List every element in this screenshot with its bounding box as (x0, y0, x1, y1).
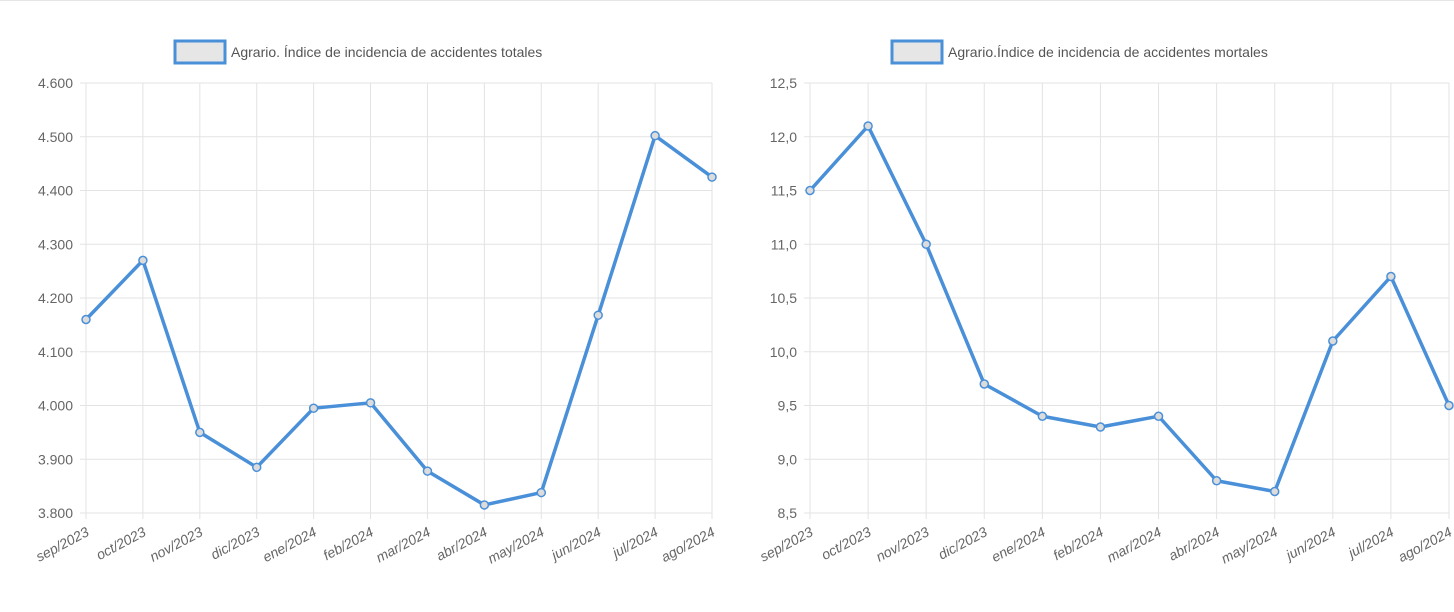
y-tick-label: 10,5 (770, 290, 797, 306)
y-tick-label: 4.300 (38, 236, 73, 252)
x-tick-label: may/2024 (1218, 523, 1280, 566)
data-point[interactable] (1211, 476, 1222, 486)
data-point[interactable] (1328, 336, 1338, 346)
x-tick-label: oct/2023 (819, 523, 874, 562)
data-point[interactable] (1037, 411, 1048, 421)
legend-swatch (890, 39, 944, 65)
y-tick-label: 12,0 (770, 129, 797, 145)
series-line (84, 133, 714, 507)
y-tick-label: 4.600 (38, 75, 73, 91)
data-point[interactable] (422, 466, 433, 476)
data-point[interactable] (308, 403, 319, 413)
y-tick-label: 4.100 (38, 344, 73, 360)
data-point[interactable] (1095, 422, 1106, 432)
y-tick-label: 11,5 (771, 183, 797, 199)
x-tick-label: ago/2024 (1395, 523, 1454, 565)
y-tick-label: 4.500 (38, 129, 73, 145)
x-tick-label: mar/2024 (373, 523, 433, 565)
data-point[interactable] (979, 379, 990, 389)
data-point[interactable] (81, 314, 91, 325)
data-point[interactable] (1269, 486, 1280, 497)
x-tick-label: sep/2023 (33, 523, 92, 564)
data-point[interactable] (251, 462, 262, 473)
y-tick-label: 9,5 (778, 398, 798, 414)
data-point[interactable] (138, 255, 148, 266)
chart-accidentes-totales: 4.600 4.500 4.400 4.300 4.200 4.100 4.000 3.900… (33, 39, 718, 567)
y-tick-label: 3.800 (38, 505, 73, 521)
x-tick-label: abr/2024 (1166, 523, 1222, 563)
data-point[interactable] (1444, 400, 1454, 411)
x-tick-label: jun/2024 (547, 523, 604, 563)
data-point[interactable] (863, 121, 873, 131)
x-tick-label: jun/2024 (1282, 523, 1339, 563)
data-point[interactable] (536, 487, 547, 498)
x-tick-label: ene/2024 (989, 523, 1048, 565)
x-tick-label: ene/2024 (260, 523, 319, 565)
x-tick-label: oct/2023 (93, 523, 148, 562)
data-point[interactable] (365, 398, 376, 408)
data-point[interactable] (805, 185, 815, 196)
data-point[interactable] (593, 310, 603, 320)
x-tick-label: nov/2023 (147, 523, 206, 564)
y-tick-label: 4.400 (38, 183, 73, 199)
x-tick-label: jul/2024 (1344, 523, 1397, 561)
x-tick-label: feb/2024 (1050, 523, 1106, 563)
x-tick-label: feb/2024 (320, 523, 376, 563)
data-point[interactable] (707, 172, 717, 182)
legend-swatch (173, 39, 227, 65)
legend-label: Agrario. Índice de incidencia de acciden… (231, 44, 542, 60)
legend[interactable]: Agrario.Índice de incidencia de accident… (890, 39, 1268, 65)
x-tick-label: abr/2024 (433, 523, 489, 563)
chart-accidentes-mortales: 12,5 12,0 11,5 11,0 10,5 10,0 9,5 9,0 8,5 sep/20… (757, 39, 1454, 567)
data-point[interactable] (1153, 411, 1164, 421)
data-point[interactable] (921, 239, 931, 249)
x-tick-label: dic/2023 (935, 523, 989, 562)
y-tick-label: 10,0 (770, 344, 797, 360)
y-tick-label: 12,5 (770, 75, 797, 91)
y-tick-label: 8,5 (778, 505, 798, 521)
data-point[interactable] (1386, 271, 1396, 282)
x-tick-label: jul/2024 (608, 523, 661, 561)
y-tick-label: 4.200 (38, 290, 73, 306)
data-point[interactable] (195, 427, 205, 438)
y-tick-label: 11,0 (771, 236, 797, 252)
x-tick-label: may/2024 (485, 523, 547, 566)
y-tick-label: 3.900 (38, 451, 73, 467)
series-line (808, 124, 1451, 494)
data-point[interactable] (479, 500, 490, 510)
y-tick-label: 9,0 (778, 451, 798, 467)
x-tick-label: mar/2024 (1104, 523, 1164, 565)
data-point[interactable] (650, 130, 660, 141)
x-tick-label: sep/2023 (757, 523, 816, 564)
y-tick-label: 4.000 (38, 398, 73, 414)
legend[interactable]: Agrario. Índice de incidencia de acciden… (173, 39, 542, 65)
legend-label: Agrario.Índice de incidencia de accident… (948, 44, 1268, 60)
x-tick-label: ago/2024 (658, 523, 717, 565)
x-tick-label: nov/2023 (873, 523, 932, 564)
x-tick-label: dic/2023 (208, 523, 262, 562)
